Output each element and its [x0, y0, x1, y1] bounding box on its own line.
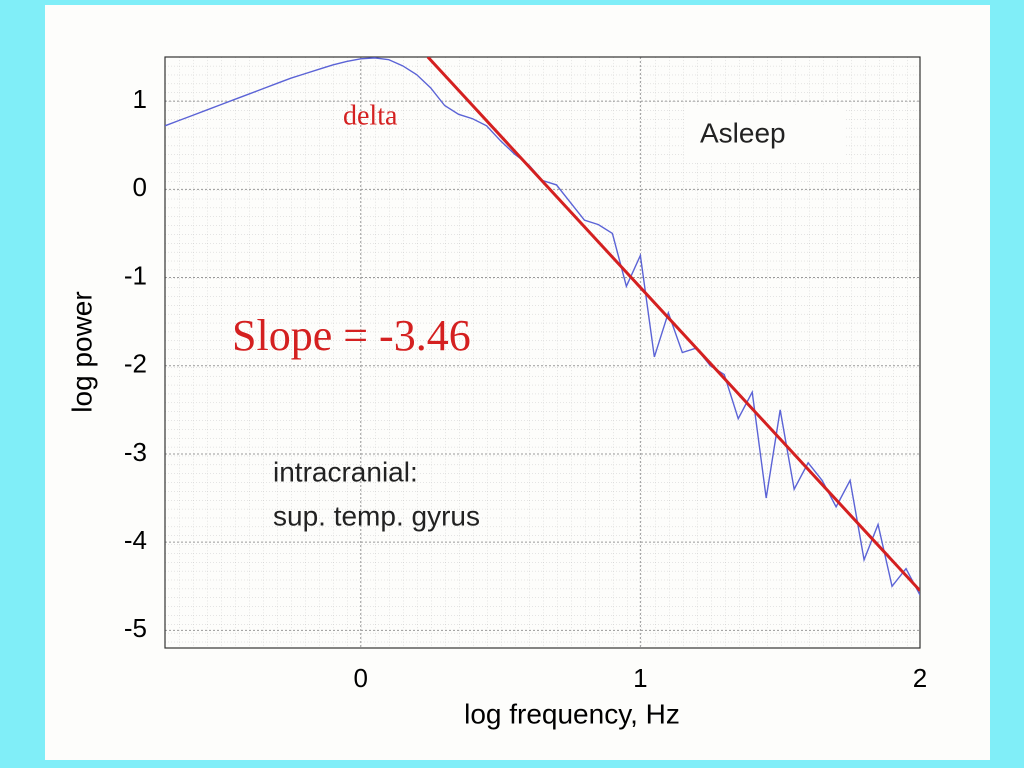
x-tick-label: 2 [913, 663, 927, 693]
y-tick-label: 0 [133, 172, 147, 202]
x-tick-label: 1 [633, 663, 647, 693]
x-tick-label: 0 [354, 663, 368, 693]
y-tick-label: -3 [124, 437, 147, 467]
y-tick-label: -4 [124, 525, 147, 555]
y-axis-label: log power [66, 291, 97, 412]
x-axis-label: log frequency, Hz [464, 698, 680, 729]
y-tick-label: 1 [133, 84, 147, 114]
y-tick-label: -1 [124, 260, 147, 290]
y-tick-label: -2 [124, 349, 147, 379]
annotation: sup. temp. gyrus [273, 500, 480, 531]
annotation: intracranial: [273, 456, 418, 487]
y-tick-label: -5 [124, 613, 147, 643]
series-line [426, 57, 920, 592]
annotation: Asleep [700, 117, 786, 148]
annotation-box [685, 105, 845, 163]
plot-frame [164, 56, 921, 649]
annotation: delta [343, 100, 398, 131]
annotation: Slope = -3.46 [232, 311, 471, 360]
